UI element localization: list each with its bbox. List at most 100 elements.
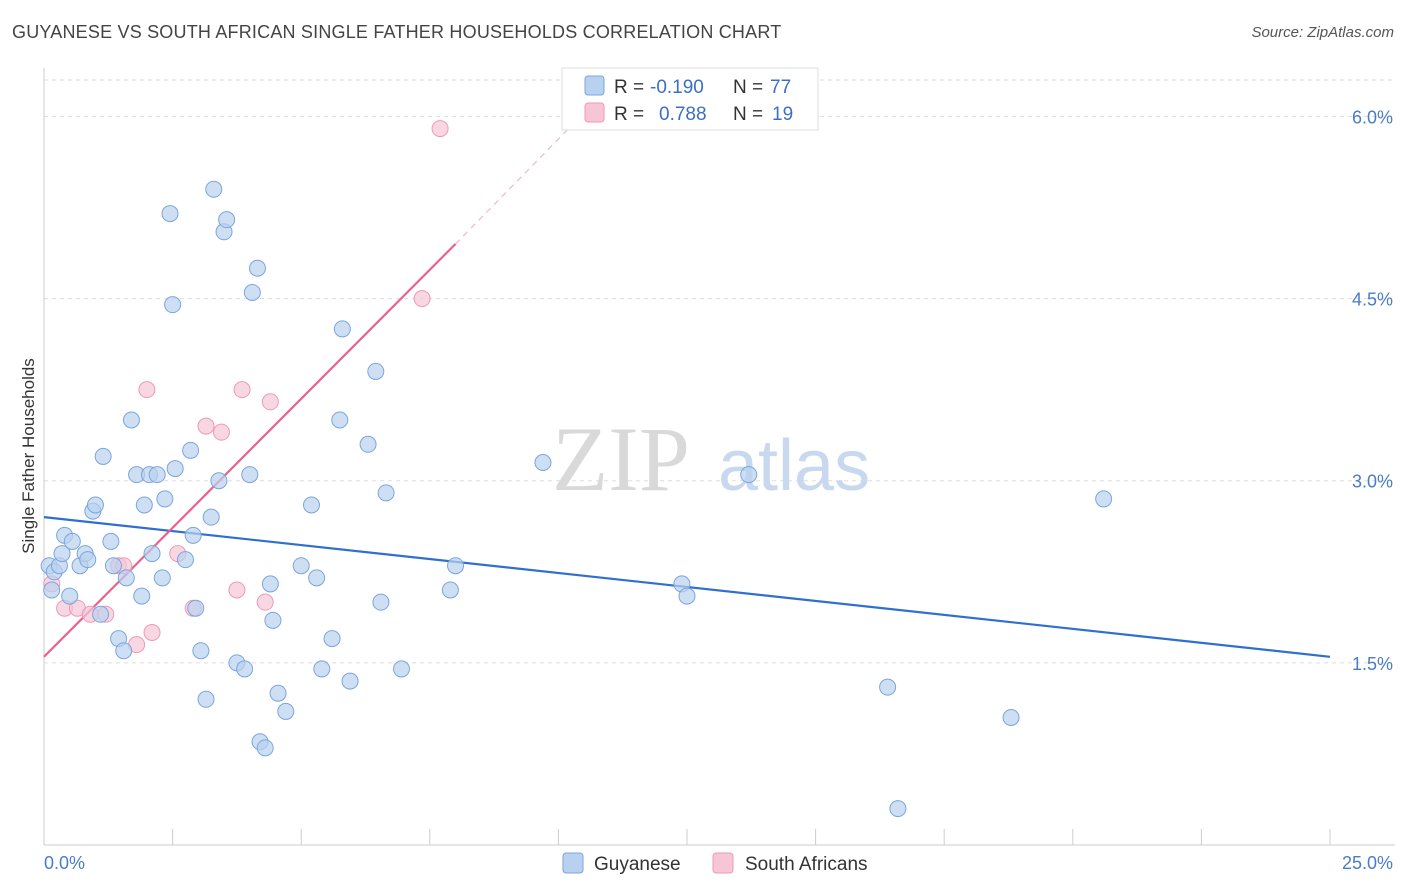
guyanese-point-59 xyxy=(331,411,349,429)
guyanese-point-33 xyxy=(182,441,200,459)
chart-title: GUYANESE VS SOUTH AFRICAN SINGLE FATHER … xyxy=(12,22,782,42)
guyanese-point-69 xyxy=(534,454,552,471)
guyanese-point-72 xyxy=(740,466,758,484)
guyanese-point-50 xyxy=(261,575,279,593)
guyanese-point-57 xyxy=(313,660,331,678)
guyanese-point-22 xyxy=(133,587,151,605)
south-africans-point-12 xyxy=(197,417,215,435)
series-legend-swatch-south-africans xyxy=(712,852,734,874)
watermark-atlas: atlas xyxy=(718,426,870,506)
guyanese-point-56 xyxy=(308,569,326,587)
guyanese-point-53 xyxy=(277,702,295,720)
guyanese-point-63 xyxy=(367,362,385,380)
guyanese-point-25 xyxy=(143,545,161,563)
guyanese-point-49 xyxy=(256,739,274,757)
guyanese-point-16 xyxy=(104,557,122,575)
guyanese-point-42 xyxy=(218,211,236,229)
guyanese-point-65 xyxy=(377,484,395,502)
legend-swatch-guyanese xyxy=(584,75,605,96)
guyanese-point-10 xyxy=(79,551,97,569)
south-africans-point-17 xyxy=(261,393,279,411)
guyanese-point-31 xyxy=(166,460,184,478)
south-africans-point-16 xyxy=(256,593,274,611)
guyanese-point-58 xyxy=(323,630,341,648)
guyanese-point-60 xyxy=(333,320,351,338)
guyanese-point-36 xyxy=(192,642,210,660)
y-tick-label-3: 6.0% xyxy=(1352,107,1393,127)
guyanese-point-54 xyxy=(292,557,310,575)
y-axis-label: Single Father Households xyxy=(19,358,38,554)
guyanese-point-32 xyxy=(176,551,194,569)
guyanese-point-73 xyxy=(879,678,897,696)
south-africans-point-9 xyxy=(143,624,161,641)
gridlines xyxy=(44,79,1395,664)
guyanese-point-74 xyxy=(889,800,907,818)
guyanese-point-68 xyxy=(447,557,465,575)
legend-r-label-1: R = xyxy=(614,77,644,98)
south-africans-point-19 xyxy=(431,120,449,138)
guyanese-point-35 xyxy=(187,599,205,617)
guyanese-point-14 xyxy=(94,447,112,465)
south-africans-point-13 xyxy=(212,423,230,441)
guyanese-point-76 xyxy=(1095,490,1113,508)
guyanese-point-51 xyxy=(264,611,282,629)
trend-line-south-africans xyxy=(43,243,457,658)
guyanese-point-34 xyxy=(184,526,202,544)
guyanese-point-66 xyxy=(393,660,411,678)
y-tick-label-1: 3.0% xyxy=(1352,472,1393,492)
guyanese-point-61 xyxy=(341,672,359,690)
guyanese-point-55 xyxy=(302,496,320,514)
south-africans-point-14 xyxy=(228,581,246,599)
south-africans-point-8 xyxy=(138,381,156,399)
legend-n-label-1: N = xyxy=(733,77,763,98)
guyanese-point-47 xyxy=(248,259,266,277)
y-tick-label-0: 1.5% xyxy=(1352,654,1393,674)
series-legend-south-africans: South Africans xyxy=(745,854,868,875)
correlation-legend: R = -0.190 N = 77 R = 0.788 N = 19 xyxy=(561,67,819,131)
series-legend-guyanese: Guyanese xyxy=(594,854,681,875)
guyanese-point-44 xyxy=(236,660,254,678)
south-africans-point-15 xyxy=(233,381,251,399)
guyanese-point-62 xyxy=(359,435,377,453)
series-legend: Guyanese South Africans xyxy=(562,852,868,875)
watermark-zip: ZIP xyxy=(552,408,690,510)
guyanese-point-39 xyxy=(205,180,223,198)
legend-n-label-2: N = xyxy=(733,104,763,125)
guyanese-point-23 xyxy=(135,496,153,514)
guyanese-point-64 xyxy=(372,593,390,611)
x-tick-label-max: 25.0% xyxy=(1342,853,1393,873)
guyanese-point-4 xyxy=(53,545,71,563)
guyanese-point-18 xyxy=(115,642,133,660)
guyanese-point-71 xyxy=(678,587,696,605)
legend-n-value-1: 77 xyxy=(770,77,791,98)
guyanese-point-30 xyxy=(164,296,182,314)
chart-source: Source: ZipAtlas.com xyxy=(1251,24,1394,41)
y-tick-labels: 1.5% 3.0% 4.5% 6.0% xyxy=(1352,107,1393,673)
series-legend-swatch-guyanese xyxy=(562,852,584,874)
legend-n-value-2: 19 xyxy=(772,104,793,125)
legend-box xyxy=(561,67,819,131)
guyanese-point-28 xyxy=(156,490,174,508)
guyanese-point-37 xyxy=(197,690,215,708)
guyanese-point-67 xyxy=(441,581,459,599)
legend-r-value-1: -0.190 xyxy=(650,77,704,98)
axes xyxy=(43,68,1395,846)
legend-r-value-2: 0.788 xyxy=(659,104,707,125)
guyanese-point-40 xyxy=(210,472,228,490)
guyanese-point-52 xyxy=(269,684,287,702)
guyanese-point-26 xyxy=(148,466,166,484)
guyanese-point-29 xyxy=(161,205,179,223)
guyanese-point-13 xyxy=(92,605,110,623)
x-tick-label-min: 0.0% xyxy=(44,853,85,873)
legend-r-label-2: R = xyxy=(614,104,644,125)
guyanese-point-15 xyxy=(102,532,120,550)
legend-swatch-south-africans xyxy=(584,102,605,123)
guyanese-point-45 xyxy=(241,466,259,484)
guyanese-point-1 xyxy=(43,581,61,599)
guyanese-point-7 xyxy=(63,532,81,550)
guyanese-point-27 xyxy=(153,569,171,587)
guyanese-point-38 xyxy=(202,508,220,526)
y-tick-label-2: 4.5% xyxy=(1352,290,1393,310)
guyanese-point-46 xyxy=(243,284,261,301)
